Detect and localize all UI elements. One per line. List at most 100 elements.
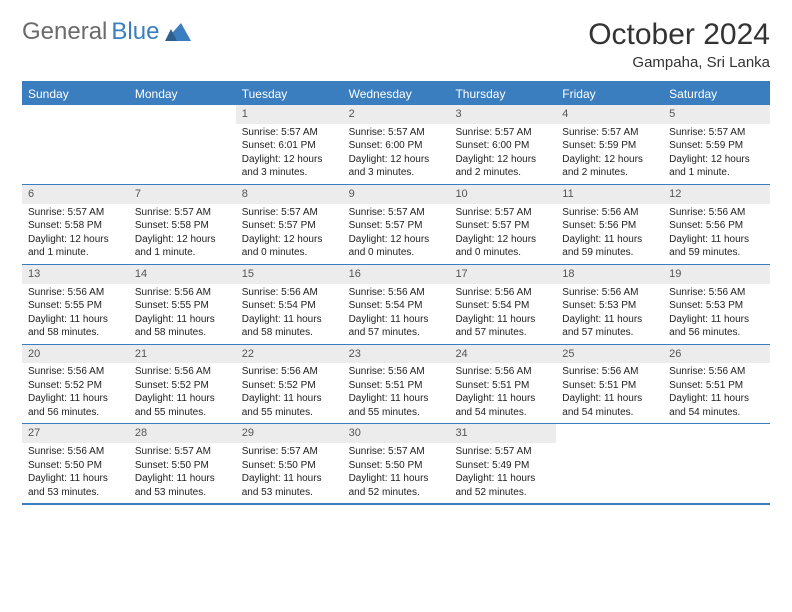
daylight-line: Daylight: 12 hours and 3 minutes. [349, 153, 444, 180]
day-number: 16 [343, 265, 450, 284]
logo-text-2: Blue [111, 18, 159, 46]
header: GeneralBlue October 2024 Gampaha, Sri La… [22, 18, 770, 71]
sunrise-line: Sunrise: 5:56 AM [562, 286, 657, 300]
sunset-line: Sunset: 5:58 PM [28, 219, 123, 233]
day-body: Sunrise: 5:57 AMSunset: 5:59 PMDaylight:… [663, 124, 770, 184]
daylight-line: Daylight: 11 hours and 58 minutes. [242, 313, 337, 340]
sunset-line: Sunset: 5:56 PM [562, 219, 657, 233]
day-body: Sunrise: 5:57 AMSunset: 5:57 PMDaylight:… [236, 204, 343, 264]
day-cell: 28Sunrise: 5:57 AMSunset: 5:50 PMDayligh… [129, 424, 236, 503]
day-body: Sunrise: 5:56 AMSunset: 5:53 PMDaylight:… [556, 284, 663, 344]
daylight-line: Daylight: 11 hours and 52 minutes. [349, 472, 444, 499]
daylight-line: Daylight: 11 hours and 55 minutes. [135, 392, 230, 419]
day-number: 5 [663, 105, 770, 124]
daylight-line: Daylight: 12 hours and 0 minutes. [242, 233, 337, 260]
sunset-line: Sunset: 5:49 PM [455, 459, 550, 473]
day-body: Sunrise: 5:57 AMSunset: 5:59 PMDaylight:… [556, 124, 663, 184]
day-cell: 31Sunrise: 5:57 AMSunset: 5:49 PMDayligh… [449, 424, 556, 503]
day-cell [129, 105, 236, 184]
sunset-line: Sunset: 5:54 PM [242, 299, 337, 313]
day-cell: 30Sunrise: 5:57 AMSunset: 5:50 PMDayligh… [343, 424, 450, 503]
day-body: Sunrise: 5:57 AMSunset: 5:49 PMDaylight:… [449, 443, 556, 503]
day-header: Friday [556, 83, 663, 105]
day-body: Sunrise: 5:56 AMSunset: 5:53 PMDaylight:… [663, 284, 770, 344]
weeks-container: 1Sunrise: 5:57 AMSunset: 6:01 PMDaylight… [22, 105, 770, 503]
day-number: 17 [449, 265, 556, 284]
day-cell: 19Sunrise: 5:56 AMSunset: 5:53 PMDayligh… [663, 265, 770, 344]
sunset-line: Sunset: 5:50 PM [28, 459, 123, 473]
sunset-line: Sunset: 5:58 PM [135, 219, 230, 233]
day-number: 24 [449, 345, 556, 364]
sunrise-line: Sunrise: 5:56 AM [28, 286, 123, 300]
day-header: Thursday [449, 83, 556, 105]
day-number: 22 [236, 345, 343, 364]
daylight-line: Daylight: 11 hours and 56 minutes. [28, 392, 123, 419]
sunrise-line: Sunrise: 5:57 AM [242, 126, 337, 140]
sunset-line: Sunset: 6:00 PM [349, 139, 444, 153]
day-number: 8 [236, 185, 343, 204]
day-number: 28 [129, 424, 236, 443]
daylight-line: Daylight: 11 hours and 58 minutes. [28, 313, 123, 340]
daylight-line: Daylight: 11 hours and 56 minutes. [669, 313, 764, 340]
daylight-line: Daylight: 11 hours and 57 minutes. [349, 313, 444, 340]
sunrise-line: Sunrise: 5:56 AM [135, 365, 230, 379]
daylight-line: Daylight: 11 hours and 59 minutes. [562, 233, 657, 260]
day-number: 4 [556, 105, 663, 124]
day-cell: 3Sunrise: 5:57 AMSunset: 6:00 PMDaylight… [449, 105, 556, 184]
week-row: 1Sunrise: 5:57 AMSunset: 6:01 PMDaylight… [22, 105, 770, 184]
daylight-line: Daylight: 12 hours and 2 minutes. [455, 153, 550, 180]
day-body: Sunrise: 5:57 AMSunset: 5:58 PMDaylight:… [129, 204, 236, 264]
sunset-line: Sunset: 5:55 PM [28, 299, 123, 313]
sunset-line: Sunset: 6:01 PM [242, 139, 337, 153]
day-cell: 9Sunrise: 5:57 AMSunset: 5:57 PMDaylight… [343, 185, 450, 264]
sunrise-line: Sunrise: 5:57 AM [242, 206, 337, 220]
sunrise-line: Sunrise: 5:57 AM [455, 445, 550, 459]
sunset-line: Sunset: 5:50 PM [242, 459, 337, 473]
day-cell: 26Sunrise: 5:56 AMSunset: 5:51 PMDayligh… [663, 345, 770, 424]
week-row: 6Sunrise: 5:57 AMSunset: 5:58 PMDaylight… [22, 184, 770, 264]
day-body: Sunrise: 5:57 AMSunset: 6:01 PMDaylight:… [236, 124, 343, 184]
daylight-line: Daylight: 11 hours and 54 minutes. [669, 392, 764, 419]
day-body: Sunrise: 5:56 AMSunset: 5:51 PMDaylight:… [663, 363, 770, 423]
daylight-line: Daylight: 11 hours and 55 minutes. [349, 392, 444, 419]
daylight-line: Daylight: 12 hours and 1 minute. [135, 233, 230, 260]
logo-text-1: General [22, 18, 107, 46]
daylight-line: Daylight: 11 hours and 55 minutes. [242, 392, 337, 419]
daylight-line: Daylight: 11 hours and 57 minutes. [455, 313, 550, 340]
day-number: 21 [129, 345, 236, 364]
day-cell: 27Sunrise: 5:56 AMSunset: 5:50 PMDayligh… [22, 424, 129, 503]
daylight-line: Daylight: 11 hours and 59 minutes. [669, 233, 764, 260]
daylight-line: Daylight: 12 hours and 3 minutes. [242, 153, 337, 180]
calendar: SundayMondayTuesdayWednesdayThursdayFrid… [22, 81, 770, 505]
day-number: 9 [343, 185, 450, 204]
day-cell: 2Sunrise: 5:57 AMSunset: 6:00 PMDaylight… [343, 105, 450, 184]
day-header: Wednesday [343, 83, 450, 105]
day-number: 12 [663, 185, 770, 204]
day-body: Sunrise: 5:57 AMSunset: 5:57 PMDaylight:… [343, 204, 450, 264]
day-cell: 17Sunrise: 5:56 AMSunset: 5:54 PMDayligh… [449, 265, 556, 344]
sunset-line: Sunset: 5:52 PM [242, 379, 337, 393]
sunset-line: Sunset: 5:55 PM [135, 299, 230, 313]
day-number: 2 [343, 105, 450, 124]
daylight-line: Daylight: 11 hours and 58 minutes. [135, 313, 230, 340]
sunrise-line: Sunrise: 5:56 AM [242, 365, 337, 379]
sunrise-line: Sunrise: 5:57 AM [349, 445, 444, 459]
sunrise-line: Sunrise: 5:56 AM [349, 365, 444, 379]
sunrise-line: Sunrise: 5:57 AM [455, 206, 550, 220]
daylight-line: Daylight: 11 hours and 54 minutes. [455, 392, 550, 419]
day-cell: 21Sunrise: 5:56 AMSunset: 5:52 PMDayligh… [129, 345, 236, 424]
day-number: 18 [556, 265, 663, 284]
day-body: Sunrise: 5:56 AMSunset: 5:52 PMDaylight:… [236, 363, 343, 423]
day-number: 29 [236, 424, 343, 443]
sunset-line: Sunset: 6:00 PM [455, 139, 550, 153]
day-cell: 12Sunrise: 5:56 AMSunset: 5:56 PMDayligh… [663, 185, 770, 264]
sunset-line: Sunset: 5:51 PM [455, 379, 550, 393]
week-row: 13Sunrise: 5:56 AMSunset: 5:55 PMDayligh… [22, 264, 770, 344]
daylight-line: Daylight: 12 hours and 1 minute. [669, 153, 764, 180]
sunset-line: Sunset: 5:57 PM [455, 219, 550, 233]
sunrise-line: Sunrise: 5:56 AM [28, 445, 123, 459]
daylight-line: Daylight: 12 hours and 2 minutes. [562, 153, 657, 180]
sunrise-line: Sunrise: 5:57 AM [349, 206, 444, 220]
day-body: Sunrise: 5:56 AMSunset: 5:51 PMDaylight:… [449, 363, 556, 423]
daylight-line: Daylight: 11 hours and 53 minutes. [28, 472, 123, 499]
